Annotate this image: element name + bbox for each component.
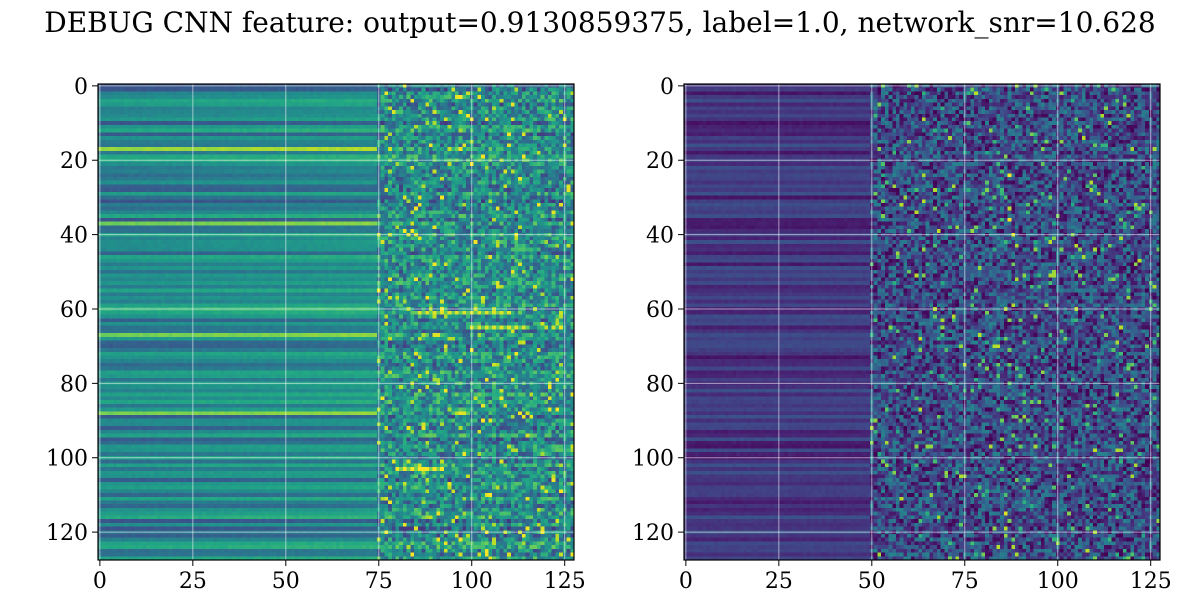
- x-tick-label: 50: [858, 569, 886, 594]
- y-tick-label: 0: [660, 75, 674, 100]
- y-tick-label: 60: [646, 298, 674, 323]
- y-tick-label: 80: [60, 372, 88, 397]
- x-tick-label: 75: [365, 569, 393, 594]
- x-tick-label: 100: [1037, 569, 1079, 594]
- x-tick-label: 125: [544, 569, 586, 594]
- figure-title: DEBUG CNN feature: output=0.9130859375, …: [44, 6, 1156, 39]
- y-tick-label: 40: [646, 224, 674, 249]
- axes-frame: [683, 83, 1161, 561]
- y-tick-label: 100: [632, 447, 674, 472]
- heatmap-panel-left: 0 25 50 75 100 125 0 20 40 60 80 100 120: [46, 75, 586, 594]
- y-tick-label: 20: [60, 149, 88, 174]
- x-tick-label: 0: [93, 569, 107, 594]
- axes-frame: [97, 83, 575, 561]
- x-tick-label: 25: [765, 569, 793, 594]
- heatmap-panel-right: 0 25 50 75 100 125 0 20 40 60 80 100 120: [632, 75, 1172, 594]
- x-tick-label: 25: [179, 569, 207, 594]
- x-tick-label: 50: [272, 569, 300, 594]
- x-tick-label: 100: [451, 569, 493, 594]
- y-tick-label: 0: [74, 75, 88, 100]
- y-tick-label: 60: [60, 298, 88, 323]
- y-tick-label: 120: [632, 521, 674, 546]
- y-tick-label: 100: [46, 447, 88, 472]
- heatmap-image: [684, 84, 1160, 560]
- y-tick-label: 20: [646, 149, 674, 174]
- y-tick-label: 80: [646, 372, 674, 397]
- x-tick-label: 125: [1130, 569, 1172, 594]
- x-tick-label: 75: [951, 569, 979, 594]
- x-tick-label: 0: [679, 569, 693, 594]
- y-tick-label: 120: [46, 521, 88, 546]
- y-tick-label: 40: [60, 224, 88, 249]
- heatmap-image: [98, 84, 574, 560]
